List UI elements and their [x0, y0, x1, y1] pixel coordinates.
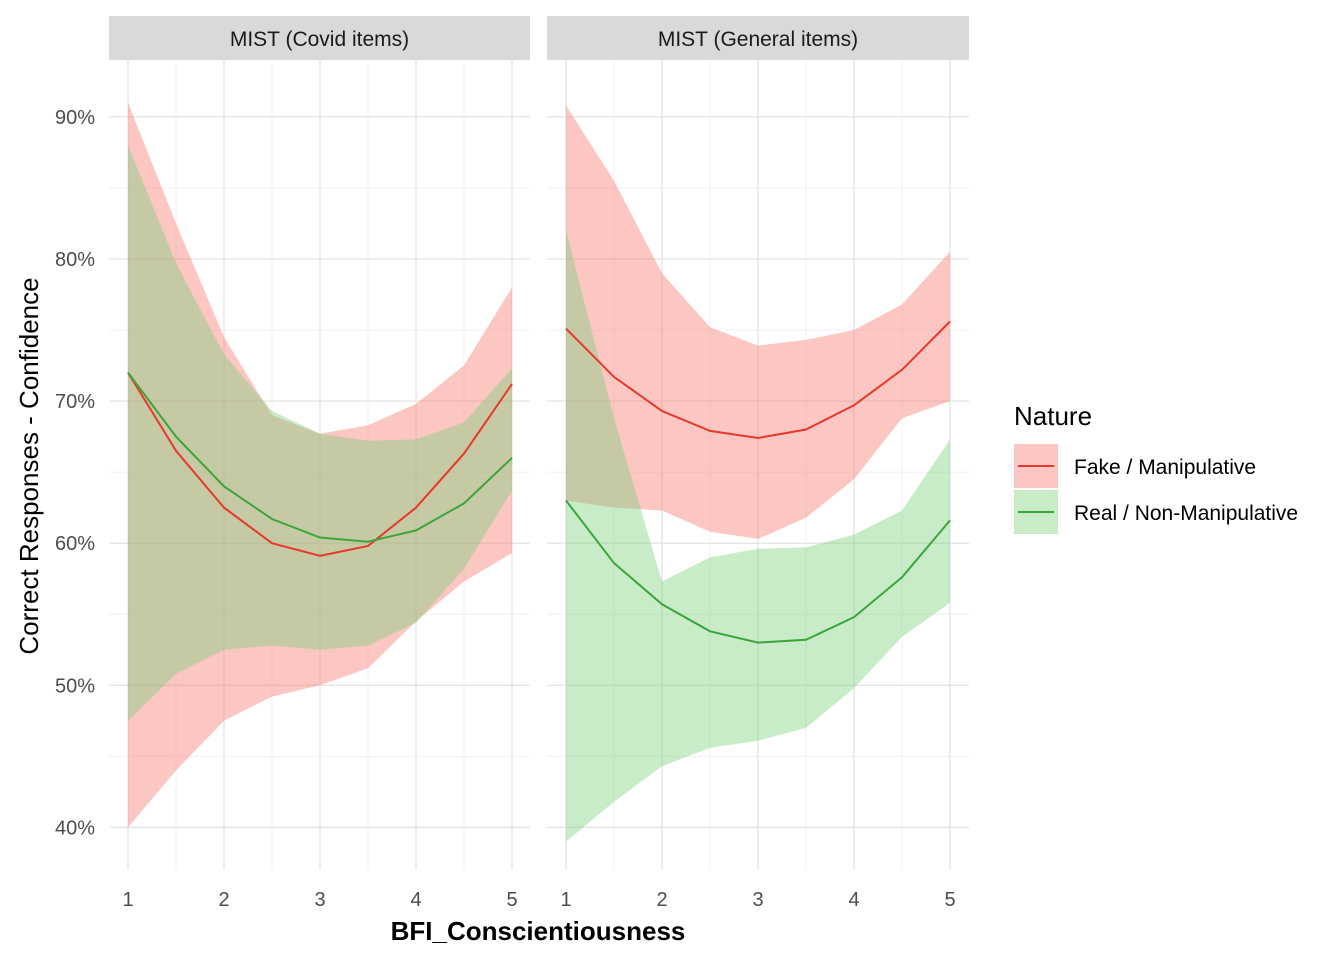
x-tick-label: 4: [848, 889, 859, 911]
legend-label: Real / Non-Manipulative: [1074, 502, 1298, 525]
legend-item-fake: Fake / Manipulative: [1014, 444, 1256, 488]
panel-strip: [547, 16, 969, 60]
y-axis-title: Correct Responses - Confidence: [14, 277, 44, 654]
y-tick-label: 50%: [55, 675, 95, 697]
y-tick-label: 60%: [55, 533, 95, 555]
y-tick-label: 90%: [55, 107, 95, 129]
series-line-real: [127, 372, 513, 543]
panel-title: MIST (Covid items): [230, 28, 409, 51]
series-line-fake: [127, 372, 513, 557]
panels-group: MIST (Covid items) 1 2 3 4 5 40% 50% 60% 70% 80% 90…: [55, 16, 969, 911]
confidence-band-fake: [566, 105, 950, 539]
y-tick-label: 80%: [55, 249, 95, 271]
panel-1: MIST (Covid items) 1 2 3 4 5 40% 50% 60% 70% 80% 90…: [55, 16, 530, 911]
legend-item-real: Real / Non-Manipulative: [1014, 490, 1298, 534]
x-tick-label: 1: [560, 889, 571, 911]
x-tick-label: 3: [314, 889, 325, 911]
confidence-band-real: [128, 145, 512, 721]
x-tick-label: 5: [944, 889, 955, 911]
legend: Nature Fake / Manipulative Real / Non-Man…: [1014, 401, 1298, 534]
x-tick-label: 2: [656, 889, 667, 911]
y-tick-label: 70%: [55, 391, 95, 413]
x-tick-label: 2: [218, 889, 229, 911]
y-tick-label: 40%: [55, 817, 95, 839]
x-tick-label: 5: [506, 889, 517, 911]
legend-label: Fake / Manipulative: [1074, 456, 1256, 479]
x-tick-label: 1: [122, 889, 133, 911]
panel-2: MIST (General items) 1 2 3 4 5: [547, 16, 969, 911]
legend-title: Nature: [1014, 401, 1092, 431]
x-axis-title: BFI_Conscientiousness: [391, 916, 686, 946]
confidence-band-fake: [128, 102, 512, 828]
panel-strip: [109, 16, 530, 60]
panel-title: MIST (General items): [658, 28, 858, 51]
series-line-real: [565, 499, 951, 644]
confidence-band-real: [566, 230, 950, 842]
x-tick-label: 3: [752, 889, 763, 911]
x-tick-label: 4: [410, 889, 421, 911]
series-line-fake: [565, 320, 951, 440]
